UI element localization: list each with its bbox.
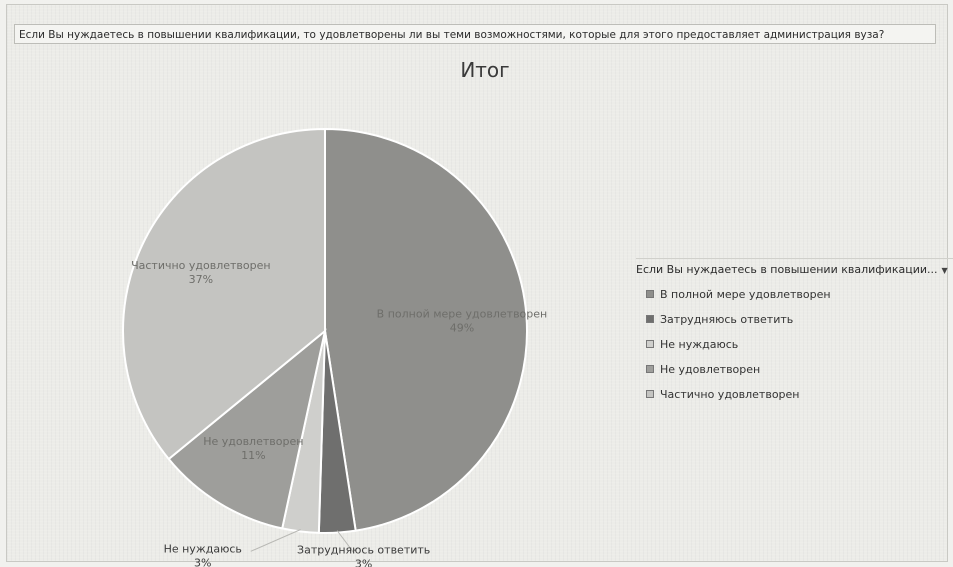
data-label-value-1: 3% — [355, 558, 372, 567]
legend-title-dropdown[interactable]: Если Вы нуждаетесь в повышении квалифика… — [636, 258, 953, 279]
pie-slice-0[interactable] — [324, 127, 528, 532]
legend-item-4[interactable]: Частично удовлетворен — [646, 385, 953, 404]
legend-label-0: В полной мере удовлетворен — [660, 288, 831, 301]
data-label-name-2: Не нуждаюсь — [164, 542, 242, 555]
legend-label-1: Затрудняюсь ответить — [660, 313, 794, 326]
legend-item-2[interactable]: Не нуждаюсь — [646, 335, 953, 354]
legend-swatch-2 — [646, 340, 654, 348]
legend-swatch-4 — [646, 390, 654, 398]
legend-swatch-1 — [646, 315, 654, 323]
chart-legend: Если Вы нуждаетесь в повышении квалифика… — [636, 258, 953, 404]
data-label-value-2: 3% — [194, 556, 211, 567]
legend-label-4: Частично удовлетворен — [660, 388, 800, 401]
question-header: Если Вы нуждаетесь в повышении квалифика… — [14, 24, 936, 44]
legend-item-3[interactable]: Не удовлетворен — [646, 360, 953, 379]
legend-item-0[interactable]: В полной мере удовлетворен — [646, 285, 953, 304]
data-label-name-4: Частично удовлетворен — [131, 259, 271, 272]
data-label-name-1: Затрудняюсь ответить — [297, 544, 430, 557]
leader-line-2 — [250, 529, 301, 552]
data-label-name-3: Не удовлетворен — [203, 435, 303, 448]
data-label-value-0: 49% — [450, 322, 474, 335]
data-label-name-0: В полной мере удовлетворен — [377, 308, 548, 321]
pie-slice-3[interactable] — [167, 328, 327, 530]
legend-title-text: Если Вы нуждаетесь в повышении квалифика… — [636, 263, 938, 276]
data-label-value-4: 37% — [189, 273, 213, 286]
data-label-value-3: 11% — [241, 449, 265, 462]
chart-title: Итог — [460, 58, 510, 82]
pie-slice-4[interactable] — [122, 127, 326, 461]
legend-swatch-3 — [646, 365, 654, 373]
caret-down-icon: ▼ — [941, 266, 948, 275]
leader-line-1 — [336, 530, 355, 553]
legend-label-3: Не удовлетворен — [660, 363, 761, 376]
legend-label-2: Не нуждаюсь — [660, 338, 739, 351]
legend-item-1[interactable]: Затрудняюсь ответить — [646, 310, 953, 329]
legend-swatch-0 — [646, 290, 654, 298]
